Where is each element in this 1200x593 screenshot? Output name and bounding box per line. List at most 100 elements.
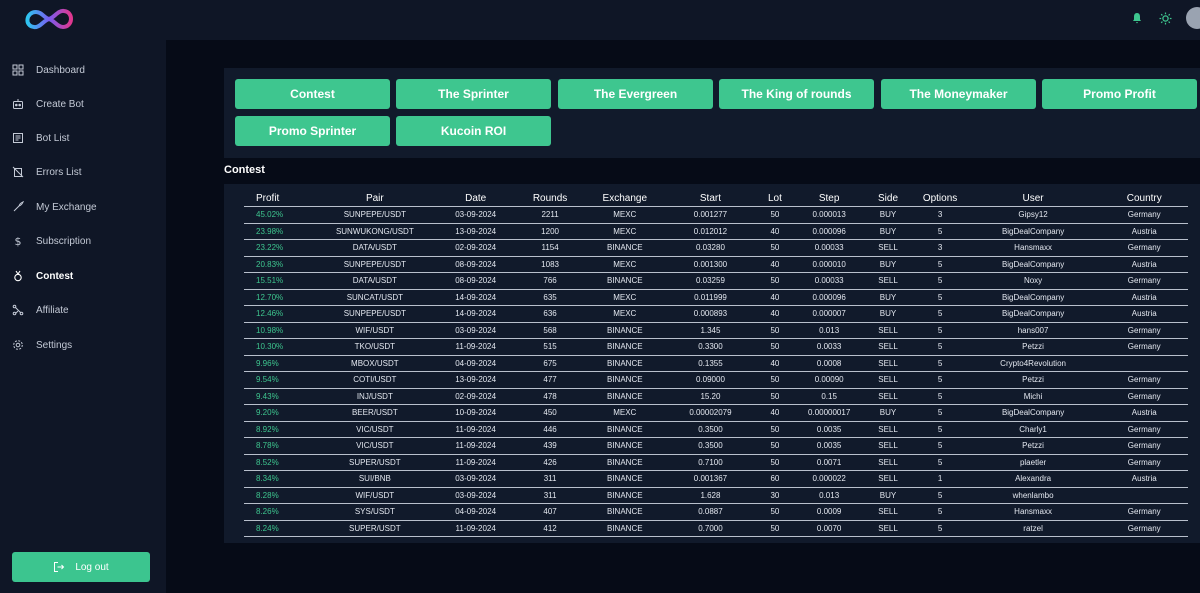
sidebar-item-label: Errors List: [36, 166, 82, 178]
tab-the-moneymaker[interactable]: The Moneymaker: [881, 79, 1036, 109]
cell-user: ratzel: [965, 520, 1101, 537]
cell-rounds: 412: [518, 520, 582, 537]
cell-user: plaetler: [965, 454, 1101, 471]
cell-user: Petzzi: [965, 371, 1101, 389]
cell-date: 11-09-2024: [433, 338, 519, 356]
cell-pair: VIC/USDT: [316, 437, 434, 455]
cell-step: 0.0071: [796, 454, 862, 471]
cell-rounds: 675: [518, 355, 582, 372]
cell-step: 0.000013: [796, 206, 862, 224]
cell-profit: 8.28%: [244, 487, 317, 504]
cell-side: BUY: [861, 487, 915, 504]
sidebar-item-label: Settings: [36, 339, 73, 351]
table-row: 20.83% SUNPEPE/USDT 08-09-2024 1083 MEXC 0.00…: [244, 256, 1188, 273]
sidebar-item-label: My Exchange: [36, 201, 97, 213]
cell-step: 0.00090: [796, 371, 862, 389]
tab-promo-sprinter[interactable]: Promo Sprinter: [235, 116, 390, 146]
cell-lot: 30: [753, 487, 797, 504]
sidebar-item-settings[interactable]: Settings: [12, 335, 162, 355]
table-row: 9.20% BEER/USDT 10-09-2024 450 MEXC 0.0000207…: [244, 404, 1188, 422]
cell-exchange: BINANCE: [581, 322, 668, 339]
table-row: 9.96% MBOX/USDT 04-09-2024 675 BINANCE 0.1355…: [244, 355, 1188, 372]
cell-start: 0.000893: [667, 305, 754, 323]
table-row: 45.02% SUNPEPE/USDT 03-09-2024 2211 MEXC 0.00…: [244, 206, 1188, 224]
cell-options: 1: [914, 470, 966, 488]
cell-date: 03-09-2024: [433, 322, 519, 339]
cell-country: Germany: [1100, 454, 1188, 471]
infinity-logo-icon[interactable]: [20, 4, 78, 34]
cell-date: 04-09-2024: [433, 355, 519, 372]
cell-side: SELL: [861, 454, 915, 471]
cell-country: [1100, 355, 1188, 372]
logout-label: Log out: [75, 561, 109, 573]
sidebar-item-subscription[interactable]: $ Subscription: [12, 231, 162, 251]
cell-country: Austria: [1100, 404, 1188, 422]
sidebar-item-contest[interactable]: Contest: [12, 266, 162, 286]
column-header-pair: Pair: [316, 190, 434, 207]
cell-start: 0.1355: [667, 355, 754, 372]
cell-rounds: 478: [518, 388, 582, 405]
cell-profit: 9.20%: [244, 404, 317, 422]
cell-side: BUY: [861, 404, 915, 422]
cell-exchange: BINANCE: [581, 503, 668, 521]
cell-options: 5: [914, 256, 966, 273]
cell-date: 11-09-2024: [433, 454, 519, 471]
cell-options: 5: [914, 338, 966, 356]
avatar[interactable]: [1186, 7, 1200, 29]
cell-date: 14-09-2024: [433, 289, 519, 306]
sidebar-item-dashboard[interactable]: Dashboard: [12, 60, 162, 80]
cell-side: SELL: [861, 371, 915, 389]
tab-contest[interactable]: Contest: [235, 79, 390, 109]
sidebar-item-my-exchange[interactable]: My Exchange: [12, 197, 162, 217]
cell-exchange: MEXC: [581, 305, 668, 323]
tab-the-king-of-rounds[interactable]: The King of rounds: [719, 79, 874, 109]
cell-options: 5: [914, 289, 966, 306]
cell-start: 0.7000: [667, 520, 754, 537]
cell-exchange: MEXC: [581, 256, 668, 273]
logout-icon: [53, 561, 65, 573]
cell-start: 0.09000: [667, 371, 754, 389]
tab-promo-profit[interactable]: Promo Profit: [1042, 79, 1197, 109]
cell-side: BUY: [861, 223, 915, 240]
cell-country: Germany: [1100, 503, 1188, 521]
sidebar-item-bot-list[interactable]: Bot List: [12, 128, 162, 148]
cell-side: BUY: [861, 305, 915, 323]
cell-exchange: BINANCE: [581, 487, 668, 504]
medal-icon: [12, 270, 24, 282]
table-row: 9.43% INJ/USDT 02-09-2024 478 BINANCE 15.20 50…: [244, 388, 1188, 405]
cell-step: 0.0033: [796, 338, 862, 356]
cell-country: Germany: [1100, 437, 1188, 455]
gear-icon: [12, 339, 24, 351]
sidebar-item-affiliate[interactable]: Affiliate: [12, 300, 162, 320]
cell-rounds: 1154: [518, 239, 582, 257]
cell-pair: TKO/USDT: [316, 338, 434, 356]
section-title: Contest: [224, 164, 265, 176]
cell-lot: 40: [753, 223, 797, 240]
tab-the-sprinter[interactable]: The Sprinter: [396, 79, 551, 109]
bell-icon[interactable]: [1130, 11, 1144, 25]
cell-options: 5: [914, 520, 966, 537]
cell-lot: 40: [753, 355, 797, 372]
cell-side: BUY: [861, 206, 915, 224]
cell-lot: 50: [753, 206, 797, 224]
cell-rounds: 450: [518, 404, 582, 422]
cell-pair: WIF/USDT: [316, 322, 434, 339]
rocket-icon: [12, 201, 24, 213]
sidebar-item-create-bot[interactable]: Create Bot: [12, 94, 162, 114]
cell-lot: 50: [753, 437, 797, 455]
tab-the-evergreen[interactable]: The Evergreen: [558, 79, 713, 109]
sidebar-item-errors-list[interactable]: Errors List: [12, 162, 162, 182]
cell-pair: SUNPEPE/USDT: [316, 256, 434, 273]
table-row: 8.24% SUPER/USDT 11-09-2024 412 BINANCE 0.700…: [244, 520, 1188, 537]
cell-rounds: 439: [518, 437, 582, 455]
sun-icon[interactable]: [1158, 11, 1172, 25]
errors-icon: [12, 166, 24, 178]
cell-lot: 60: [753, 470, 797, 488]
column-header-start: Start: [667, 190, 754, 207]
cell-pair: SUNPEPE/USDT: [316, 305, 434, 323]
tab-kucoin-roi[interactable]: Kucoin ROI: [396, 116, 551, 146]
cell-lot: 40: [753, 289, 797, 306]
logout-button[interactable]: Log out: [12, 552, 150, 582]
cell-lot: 40: [753, 404, 797, 422]
cell-side: SELL: [861, 355, 915, 372]
